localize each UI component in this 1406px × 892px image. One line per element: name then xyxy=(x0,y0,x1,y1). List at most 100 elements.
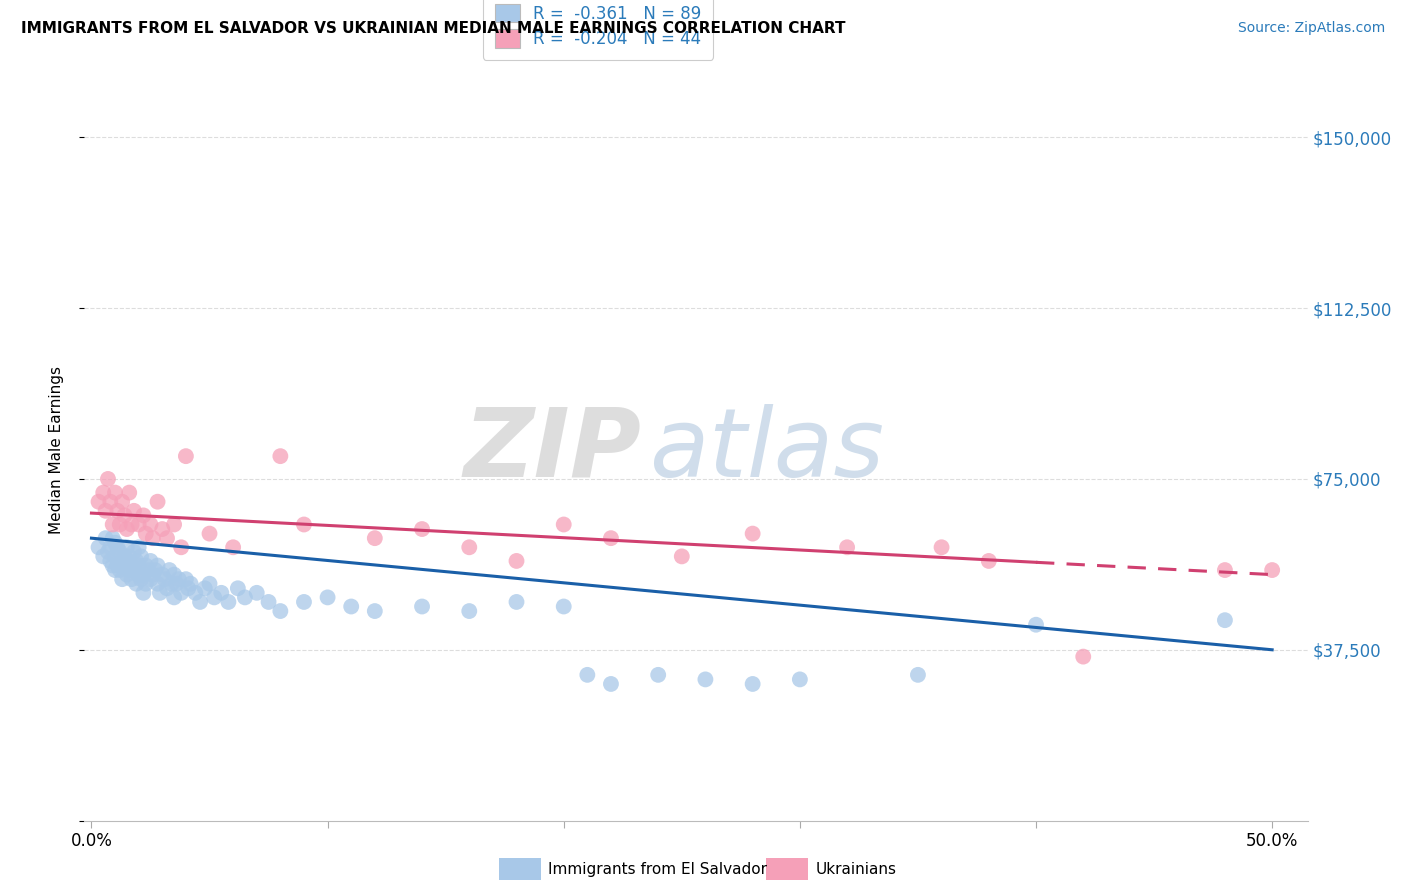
Point xyxy=(505,595,527,609)
Text: Ukrainians: Ukrainians xyxy=(815,863,897,877)
Point xyxy=(671,549,693,564)
Point xyxy=(194,582,217,596)
Point xyxy=(209,586,232,600)
Point xyxy=(135,558,157,573)
Point xyxy=(128,558,150,573)
Point xyxy=(128,517,150,532)
Point xyxy=(125,576,148,591)
Point xyxy=(789,673,811,687)
Point xyxy=(184,586,207,600)
Point xyxy=(411,599,433,614)
Point xyxy=(101,517,124,532)
Point xyxy=(115,567,138,582)
Point xyxy=(600,677,623,691)
Point xyxy=(166,576,188,591)
Point xyxy=(292,517,315,532)
Point xyxy=(364,531,387,545)
Point xyxy=(136,563,159,577)
Text: Immigrants from El Salvador: Immigrants from El Salvador xyxy=(548,863,768,877)
Point xyxy=(174,449,197,463)
Point xyxy=(198,576,221,591)
Text: atlas: atlas xyxy=(650,404,884,497)
Point xyxy=(94,504,117,518)
Point xyxy=(202,591,225,605)
Point xyxy=(177,582,200,596)
Point xyxy=(115,522,138,536)
Point xyxy=(98,554,121,568)
Point xyxy=(226,582,249,596)
Point xyxy=(143,563,166,577)
Point xyxy=(741,677,763,691)
Point xyxy=(222,541,245,555)
Point xyxy=(174,572,197,586)
Point xyxy=(114,558,136,573)
Point xyxy=(87,494,110,508)
Point xyxy=(142,567,165,582)
Point xyxy=(180,576,202,591)
Point xyxy=(1025,617,1047,632)
Point xyxy=(107,541,129,555)
Point xyxy=(458,604,481,618)
Text: Source: ZipAtlas.com: Source: ZipAtlas.com xyxy=(1237,21,1385,35)
Point xyxy=(135,526,157,541)
Point xyxy=(114,549,136,564)
Point xyxy=(91,485,114,500)
Point xyxy=(163,517,186,532)
Point xyxy=(146,494,169,508)
Point xyxy=(97,545,120,559)
Point xyxy=(104,549,127,564)
Point xyxy=(246,586,269,600)
Point xyxy=(198,526,221,541)
Point xyxy=(128,567,150,582)
Point xyxy=(167,572,190,586)
Point xyxy=(98,494,121,508)
Point xyxy=(163,591,186,605)
Point xyxy=(129,572,152,586)
Point xyxy=(104,563,127,577)
Point xyxy=(157,563,180,577)
Point xyxy=(1071,649,1094,664)
Point xyxy=(121,558,143,573)
Point xyxy=(292,595,315,609)
Point xyxy=(505,554,527,568)
Point xyxy=(835,541,858,555)
Point xyxy=(257,595,280,609)
Point xyxy=(977,554,1000,568)
Point xyxy=(149,586,172,600)
Point xyxy=(122,563,145,577)
Point xyxy=(97,472,120,486)
Point xyxy=(135,576,157,591)
Point xyxy=(121,572,143,586)
Point xyxy=(128,541,150,555)
Point xyxy=(132,567,155,582)
Point xyxy=(132,508,155,523)
Point xyxy=(118,563,141,577)
Point xyxy=(160,576,183,591)
Point xyxy=(129,549,152,564)
Point xyxy=(111,554,134,568)
Point xyxy=(101,531,124,545)
Point xyxy=(553,599,575,614)
Point xyxy=(156,531,179,545)
Legend: R =  -0.361   N = 89, R =  -0.204   N = 44: R = -0.361 N = 89, R = -0.204 N = 44 xyxy=(484,0,713,60)
Point xyxy=(122,504,145,518)
Point xyxy=(115,541,138,555)
Point xyxy=(107,558,129,573)
Point xyxy=(125,554,148,568)
Point xyxy=(741,526,763,541)
Point xyxy=(150,567,173,582)
Point xyxy=(269,604,291,618)
Point xyxy=(233,591,256,605)
Point xyxy=(576,668,599,682)
Point xyxy=(104,485,127,500)
Point xyxy=(553,517,575,532)
Point xyxy=(1261,563,1284,577)
Point xyxy=(153,572,176,586)
Point xyxy=(269,449,291,463)
Point xyxy=(695,673,717,687)
Point xyxy=(146,558,169,573)
Point xyxy=(907,668,929,682)
Point xyxy=(118,485,141,500)
Point xyxy=(122,545,145,559)
Point xyxy=(87,541,110,555)
